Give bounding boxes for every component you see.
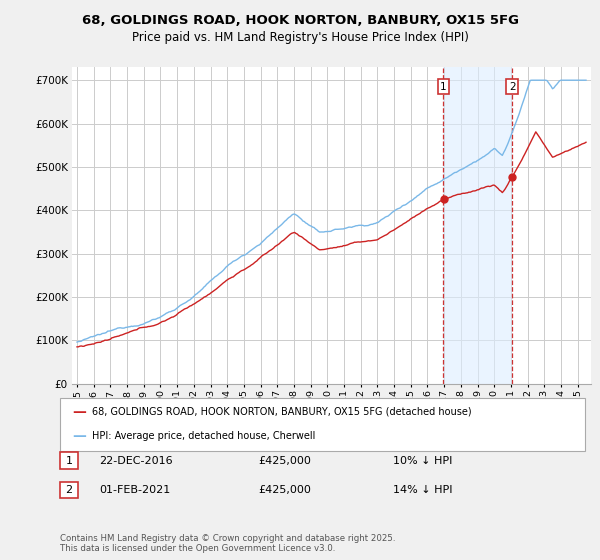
Text: —: — — [73, 405, 86, 419]
Text: 10% ↓ HPI: 10% ↓ HPI — [393, 456, 452, 466]
Text: 1: 1 — [65, 456, 73, 466]
Text: Contains HM Land Registry data © Crown copyright and database right 2025.
This d: Contains HM Land Registry data © Crown c… — [60, 534, 395, 553]
Text: 2: 2 — [509, 82, 515, 92]
Text: £425,000: £425,000 — [258, 485, 311, 495]
Text: 14% ↓ HPI: 14% ↓ HPI — [393, 485, 452, 495]
Text: 68, GOLDINGS ROAD, HOOK NORTON, BANBURY, OX15 5FG (detached house): 68, GOLDINGS ROAD, HOOK NORTON, BANBURY,… — [92, 407, 472, 417]
Text: 1: 1 — [440, 82, 447, 92]
Text: HPI: Average price, detached house, Cherwell: HPI: Average price, detached house, Cher… — [92, 431, 315, 441]
Text: 68, GOLDINGS ROAD, HOOK NORTON, BANBURY, OX15 5FG: 68, GOLDINGS ROAD, HOOK NORTON, BANBURY,… — [82, 14, 518, 27]
Text: 2: 2 — [65, 485, 73, 495]
Text: £425,000: £425,000 — [258, 456, 311, 466]
Text: 22-DEC-2016: 22-DEC-2016 — [99, 456, 173, 466]
Text: Price paid vs. HM Land Registry's House Price Index (HPI): Price paid vs. HM Land Registry's House … — [131, 31, 469, 44]
Bar — [443, 67, 512, 384]
Text: —: — — [73, 430, 86, 444]
Text: 01-FEB-2021: 01-FEB-2021 — [99, 485, 170, 495]
